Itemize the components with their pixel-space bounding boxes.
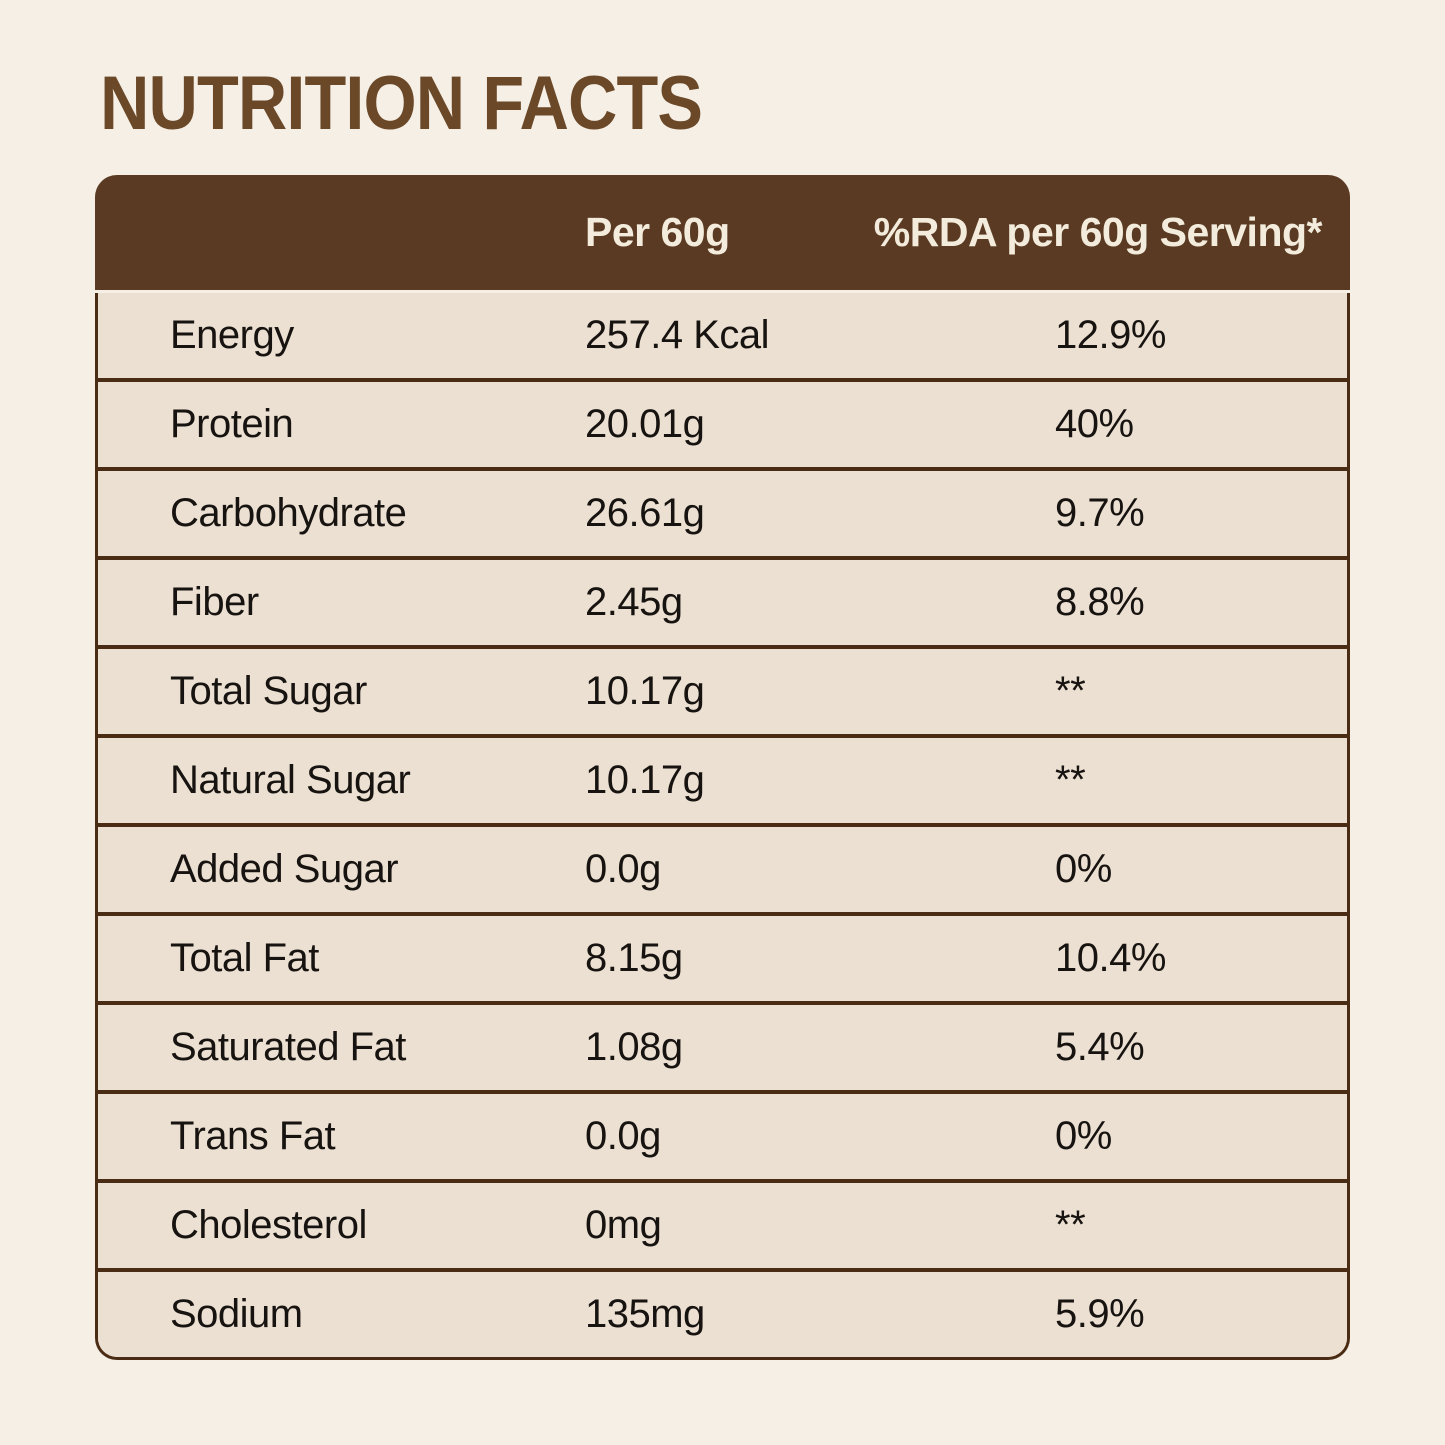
table-row: Natural Sugar 10.17g **: [98, 734, 1347, 823]
table-header-row: Per 60g %RDA per 60g Serving*: [95, 175, 1350, 290]
table-row: Protein 20.01g 40%: [98, 378, 1347, 467]
nutrient-name: Total Fat: [170, 936, 319, 980]
nutrient-rda-percent: 5.4%: [1055, 1025, 1145, 1069]
nutrient-amount: 0mg: [585, 1203, 662, 1247]
nutrient-name: Total Sugar: [170, 669, 367, 713]
table-row: Total Sugar 10.17g **: [98, 645, 1347, 734]
nutrient-rda-percent: 9.7%: [1055, 491, 1145, 535]
nutrient-rda-percent: **: [1055, 758, 1086, 802]
nutrient-rda-percent: **: [1055, 669, 1086, 713]
nutrient-name: Fiber: [170, 580, 259, 624]
nutrient-amount: 10.17g: [585, 758, 705, 802]
nutrient-amount: 257.4 Kcal: [585, 313, 770, 357]
nutrient-amount: 135mg: [585, 1292, 705, 1336]
nutrient-rda-percent: 5.9%: [1055, 1292, 1145, 1336]
nutrient-rda-percent: 0%: [1055, 1114, 1112, 1158]
table-row: Sodium 135mg 5.9%: [98, 1268, 1347, 1357]
nutrient-name: Added Sugar: [170, 847, 399, 891]
nutrient-rda-percent: **: [1055, 1203, 1086, 1247]
nutrient-rda-percent: 8.8%: [1055, 580, 1145, 624]
column-header-per-serving: Per 60g: [585, 209, 730, 255]
nutrient-name: Cholesterol: [170, 1203, 367, 1247]
nutrient-rda-percent: 10.4%: [1055, 936, 1166, 980]
table-body: Energy 257.4 Kcal 12.9% Protein 20.01g 40% Car…: [95, 293, 1350, 1360]
nutrient-amount: 0.0g: [585, 1114, 661, 1158]
column-header-rda: %RDA per 60g Serving*: [873, 209, 1323, 255]
nutrient-name: Saturated Fat: [170, 1025, 406, 1069]
nutrient-name: Protein: [170, 402, 294, 446]
nutrient-rda-percent: 0%: [1055, 847, 1112, 891]
nutrient-amount: 10.17g: [585, 669, 705, 713]
page-title: NUTRITION FACTS: [100, 61, 703, 146]
table-row: Cholesterol 0mg **: [98, 1179, 1347, 1268]
nutrient-amount: 8.15g: [585, 936, 683, 980]
nutrient-name: Carbohydrate: [170, 491, 407, 535]
nutrient-amount: 20.01g: [585, 402, 705, 446]
nutrition-table: Per 60g %RDA per 60g Serving* Energy 257.…: [95, 175, 1350, 1360]
nutrient-rda-percent: 12.9%: [1055, 313, 1166, 357]
nutrient-name: Sodium: [170, 1292, 303, 1336]
nutrient-amount: 26.61g: [585, 491, 705, 535]
nutrient-name: Natural Sugar: [170, 758, 411, 802]
table-row: Added Sugar 0.0g 0%: [98, 823, 1347, 912]
nutrient-name: Trans Fat: [170, 1114, 336, 1158]
nutrient-amount: 2.45g: [585, 580, 683, 624]
table-row: Fiber 2.45g 8.8%: [98, 556, 1347, 645]
table-row: Trans Fat 0.0g 0%: [98, 1090, 1347, 1179]
table-row: Saturated Fat 1.08g 5.4%: [98, 1001, 1347, 1090]
nutrient-rda-percent: 40%: [1055, 402, 1134, 446]
nutrient-amount: 1.08g: [585, 1025, 683, 1069]
nutrient-amount: 0.0g: [585, 847, 661, 891]
table-row: Energy 257.4 Kcal 12.9%: [98, 293, 1347, 378]
table-row: Total Fat 8.15g 10.4%: [98, 912, 1347, 1001]
table-row: Carbohydrate 26.61g 9.7%: [98, 467, 1347, 556]
nutrient-name: Energy: [170, 313, 294, 357]
